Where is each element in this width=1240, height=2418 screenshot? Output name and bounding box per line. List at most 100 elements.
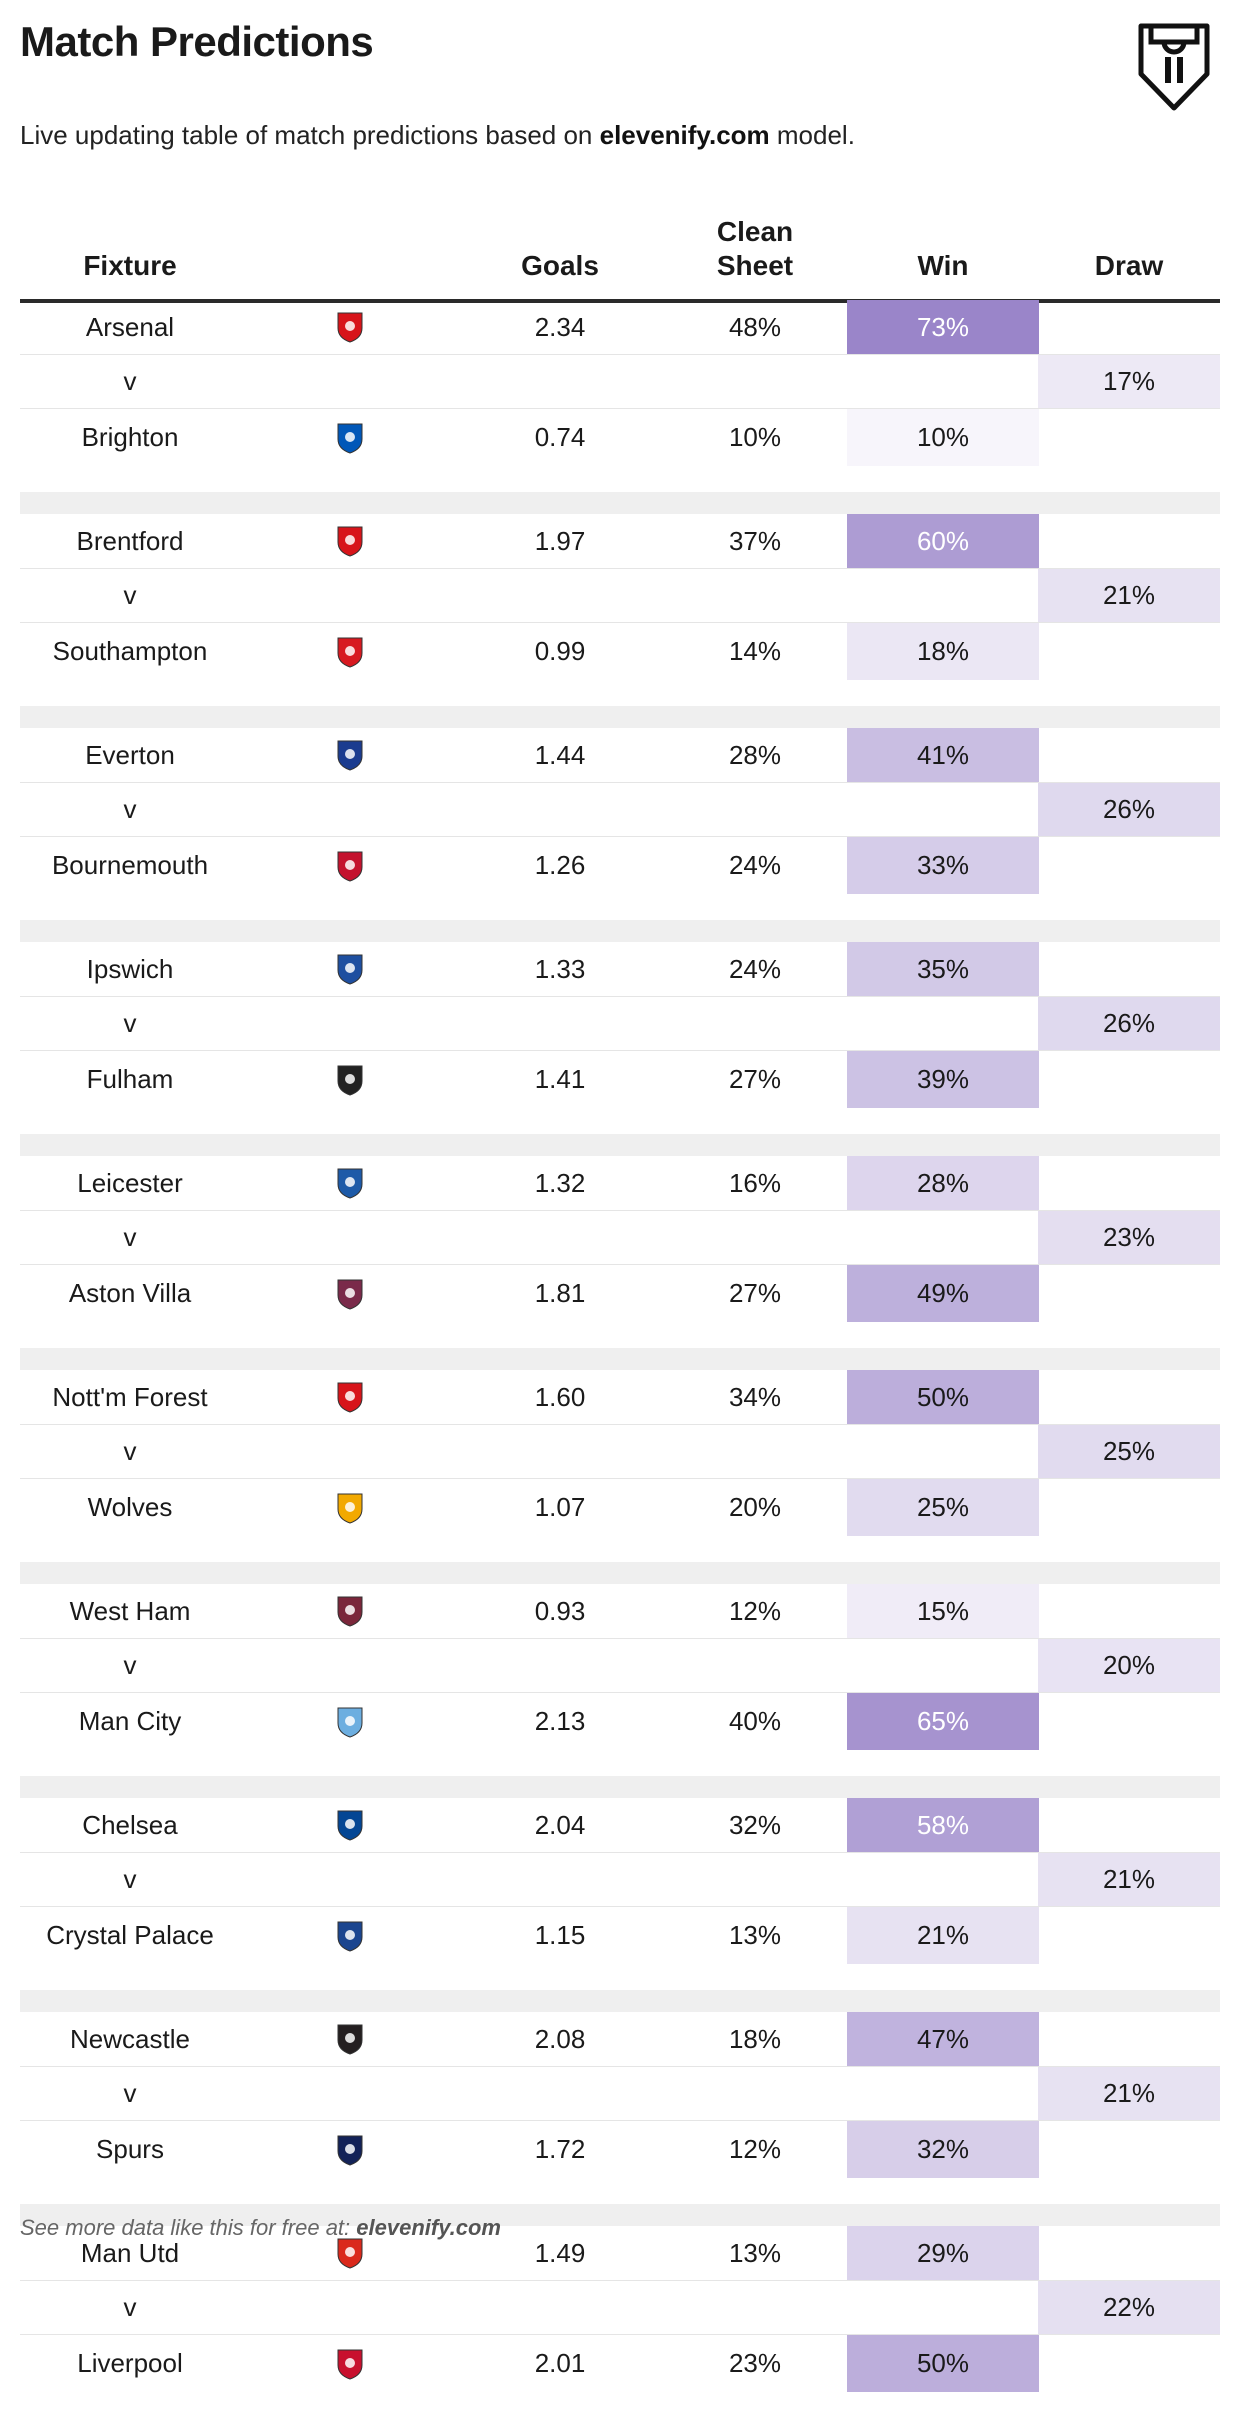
team-row-away: Fulham 1.41 27% 39% [20,1051,1220,1108]
team-name: Crystal Palace [46,1920,214,1950]
team-name: Brighton [81,422,179,452]
team-name: Spurs [96,2134,164,2164]
clean-sheet-value: 23% [728,2348,782,2378]
versus-label: v [123,580,137,610]
win-probability: 58% [847,1798,1039,1852]
goals-value: 1.60 [534,1381,586,1412]
draw-row: v 17% [20,355,1220,409]
team-row-away: Wolves 1.07 20% 25% [20,1479,1220,1536]
footer-brand-link[interactable]: elevenify.com [356,2215,501,2240]
versus-label: v [123,2292,137,2322]
versus-label: v [123,1222,137,1252]
fixture-separator [20,706,1220,728]
subtitle-text: Live updating table of match predictions… [20,120,600,150]
draw-probability: 21% [1038,1853,1220,1906]
predictions-table: Arsenal 2.34 48% 73% v 17% Brighton 0.74 10% 10% B… [20,300,1220,2418]
clean-sheet-value: 37% [728,525,782,556]
team-name: Bournemouth [51,850,209,880]
team-row-away: Southampton 0.99 14% 18% [20,623,1220,680]
team-name: Brentford [76,525,184,556]
team-name: Man City [78,1706,182,1736]
versus-label: v [123,366,137,396]
column-header-clean-sheet-label: Clean Sheet [716,216,794,281]
team-crest-icon [330,1798,370,1852]
win-probability: 33% [847,837,1039,894]
goals-value: 0.74 [534,422,586,452]
team-name: Liverpool [77,2348,183,2378]
clean-sheet-value: 28% [728,739,782,770]
team-crest-icon [330,1907,370,1964]
fixture-group: Ipswich 1.33 24% 35% v 26% Fulham 1.41 27% 39% [20,942,1220,1134]
draw-row: v 25% [20,1425,1220,1479]
draw-row: v 21% [20,2067,1220,2121]
clean-sheet-value: 40% [728,1706,782,1736]
versus-label: v [123,1864,137,1894]
goals-value: 2.04 [534,1809,586,1840]
goals-value: 2.01 [534,2348,586,2378]
fixture-group: Arsenal 2.34 48% 73% v 17% Brighton 0.74 10% 10% [20,300,1220,492]
team-crest-icon [330,1051,370,1108]
draw-row: v 26% [20,997,1220,1051]
fixture-group: Brentford 1.97 37% 60% v 21% Southampton 0.99 14… [20,514,1220,706]
team-name: Ipswich [86,953,174,984]
goals-value: 1.26 [534,850,586,880]
fixture-group: Nott'm Forest 1.60 34% 50% v 25% Wolves 1.07 20%… [20,1370,1220,1562]
goals-value: 2.08 [534,2023,586,2054]
team-crest-icon [330,1479,370,1536]
draw-probability: 20% [1038,1639,1220,1692]
team-name: Aston Villa [68,1278,192,1308]
elevenify-shield-icon [1138,23,1210,111]
team-crest-icon [330,2121,370,2178]
clean-sheet-value: 20% [728,1492,782,1522]
goals-value: 2.34 [534,311,586,342]
fixture-separator [20,1562,1220,1584]
column-header-draw: Draw [1094,250,1164,281]
column-header-clean-sheet: Clean Sheet [655,215,855,283]
goals-value: 1.72 [534,2134,586,2164]
fixture-separator [20,1990,1220,2012]
team-row-home: Everton 1.44 28% 41% [20,728,1220,783]
win-probability: 35% [847,942,1039,996]
page-subtitle: Live updating table of match predictions… [20,120,855,151]
draw-row: v 26% [20,783,1220,837]
win-probability: 73% [847,300,1039,354]
draw-row: v 23% [20,1211,1220,1265]
table-header: Fixture Goals Clean Sheet Win Draw [20,205,1220,303]
goals-value: 0.93 [534,1595,586,1626]
win-probability: 60% [847,514,1039,568]
team-row-away: Bournemouth 1.26 24% 33% [20,837,1220,894]
versus-label: v [123,794,137,824]
goals-value: 1.32 [534,1167,586,1198]
team-name: Southampton [52,636,208,666]
draw-probability: 25% [1038,1425,1220,1478]
subtitle-brand-link[interactable]: elevenify.com [599,120,770,150]
team-name: Everton [85,739,175,770]
fixture-group: Newcastle 2.08 18% 47% v 21% Spurs 1.72 12% 32% [20,2012,1220,2204]
team-crest-icon [330,1693,370,1750]
team-name: Man Utd [80,2237,180,2268]
team-row-home: Man Utd 1.49 13% 29% [20,2226,1220,2281]
win-probability: 28% [847,1156,1039,1210]
team-row-home: Brentford 1.97 37% 60% [20,514,1220,569]
clean-sheet-value: 13% [728,2237,782,2268]
draw-probability: 26% [1038,997,1220,1050]
goals-value: 1.49 [534,2237,586,2268]
team-row-home: West Ham 0.93 12% 15% [20,1584,1220,1639]
team-crest-icon [330,942,370,996]
team-row-away: Crystal Palace 1.15 13% 21% [20,1907,1220,1964]
goals-value: 1.33 [534,953,586,984]
win-probability: 15% [847,1584,1039,1638]
draw-probability: 21% [1038,2067,1220,2120]
clean-sheet-value: 34% [728,1381,782,1412]
fixture-separator [20,1134,1220,1156]
team-row-away: Aston Villa 1.81 27% 49% [20,1265,1220,1322]
goals-value: 0.99 [534,636,586,666]
draw-probability: 17% [1038,355,1220,408]
versus-label: v [123,1650,137,1680]
draw-row: v 22% [20,2281,1220,2335]
team-row-home: Nott'm Forest 1.60 34% 50% [20,1370,1220,1425]
fixture-group: Man Utd 1.49 13% 29% v 22% Liverpool 2.01 23% 50% [20,2226,1220,2418]
fixture-separator [20,1776,1220,1798]
match-predictions-page: Match Predictions Live updating table of… [20,18,1220,2392]
footer-text: See more data like this for free at: [20,2215,357,2240]
